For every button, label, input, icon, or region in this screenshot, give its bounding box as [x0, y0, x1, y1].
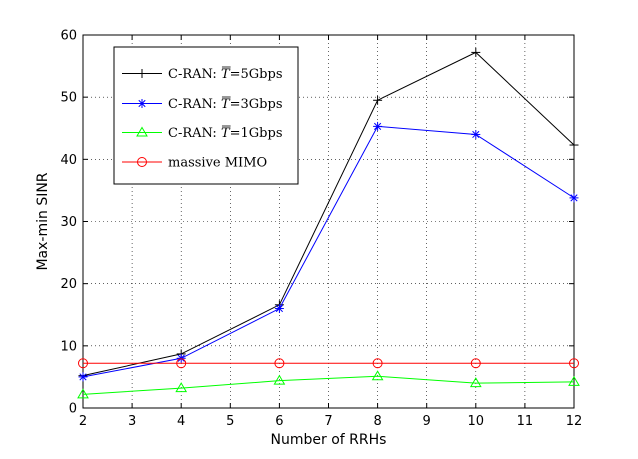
data-point-marker: [568, 375, 580, 386]
data-point-marker: [470, 358, 481, 369]
data-point-marker: [175, 382, 188, 393]
legend-marker: [137, 69, 147, 78]
legend-item: C-RAN: T=3Gbps: [122, 96, 283, 112]
x-tick-label: 6: [275, 414, 283, 429]
legend-label: massive MIMO: [168, 156, 267, 171]
legend-label: C-RAN: T=3Gbps: [168, 97, 283, 112]
data-point-marker: [372, 358, 383, 369]
x-tick-label: 2: [79, 414, 87, 429]
data-point-marker: [273, 374, 286, 385]
axis-ticks: 2 3 4 5 6 7 8 9 10 11 12 0 10 20 30 40 50 60: [60, 29, 582, 430]
data-point-marker: [471, 129, 481, 139]
data-point-marker: [569, 358, 579, 369]
legend-marker: [137, 157, 147, 167]
x-tick-label: 8: [373, 414, 381, 429]
data-point-marker: [373, 121, 383, 131]
data-point-marker: [471, 47, 481, 57]
data-point-marker: [373, 95, 383, 105]
legend-marker: [137, 99, 147, 108]
y-tick-label: 20: [60, 277, 77, 292]
legend-item: massive MIMO: [122, 156, 267, 171]
data-point-marker: [469, 377, 482, 388]
data-point-marker: [569, 193, 579, 203]
y-tick-label: 60: [60, 29, 77, 44]
x-tick-label: 3: [128, 414, 136, 429]
data-point-marker: [274, 358, 285, 369]
data-point-marker: [371, 370, 384, 381]
legend-item: C-RAN: T=1Gbps: [122, 125, 283, 141]
x-tick-label: 7: [324, 414, 332, 429]
x-tick-label: 12: [566, 414, 583, 429]
data-point-marker: [78, 358, 88, 369]
x-tick-label: 4: [177, 414, 185, 429]
series-group: [77, 47, 580, 399]
x-tick-label: 10: [468, 414, 485, 429]
legend-label: C-RAN: T=5Gbps: [168, 67, 283, 82]
legend-item: C-RAN: T=5Gbps: [122, 66, 283, 82]
legend-box: [113, 46, 299, 185]
legend-marker: [136, 126, 148, 137]
data-point-marker: [176, 358, 187, 369]
x-tick-label: 5: [226, 414, 234, 429]
series-line-2: [82, 375, 575, 395]
y-tick-label: 40: [60, 153, 77, 168]
legend-label: C-RAN: T=1Gbps: [168, 126, 283, 141]
y-axis-label: Max-min SINR: [35, 172, 51, 270]
x-tick-label: 9: [423, 414, 431, 429]
data-point-marker: [274, 304, 284, 314]
y-tick-label: 0: [69, 402, 77, 417]
y-tick-label: 50: [60, 91, 77, 106]
legend: C-RAN: T=5Gbps C-RAN: T=3Gbps C-RAN: T=1Gb…: [113, 46, 299, 185]
y-tick-label: 30: [60, 215, 77, 230]
x-tick-label: 11: [517, 414, 534, 429]
series-line-0: [82, 51, 575, 377]
data-point-marker: [78, 372, 88, 382]
data-point-marker: [569, 140, 579, 150]
y-tick-label: 10: [60, 339, 77, 354]
data-point-marker: [77, 388, 89, 399]
x-axis-label: Number of RRHs: [271, 432, 387, 448]
series-line-1: [82, 125, 575, 378]
